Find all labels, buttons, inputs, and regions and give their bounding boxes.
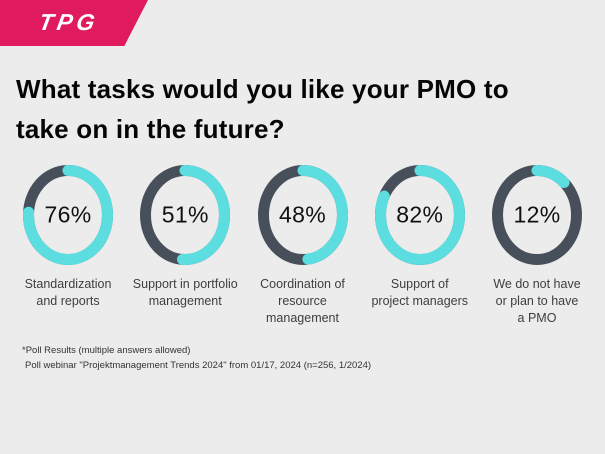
donut-ring-svg — [23, 165, 113, 265]
donut-ring: 76% — [20, 162, 116, 268]
donut-ring-svg — [257, 165, 348, 265]
footnote-line2: Poll webinar "Projektmanagement Trends 2… — [25, 359, 372, 371]
donut-value: 48% — [279, 201, 326, 228]
tpg-logo-text: TPG — [37, 8, 102, 35]
donut-ring: 82% — [372, 162, 468, 268]
donut-value: 12% — [513, 201, 561, 228]
donut-ring: 48% — [255, 162, 351, 268]
donut-value: 51% — [161, 201, 209, 228]
tpg-logo: TPG — [0, 0, 148, 46]
donut-col-no-pmo: 12% We do not have or plan to have a PMO — [481, 162, 593, 327]
footnote: *Poll Results (multiple answers allowed)… — [22, 344, 371, 373]
donut-ring-svg — [140, 165, 231, 265]
donut-col-resource: 48% Coordination of resource management — [247, 162, 359, 327]
donut-col-standardization: 76% Standardization and reports — [12, 162, 124, 327]
donut-chart-row: 76% Standardization and reports 51% Supp… — [0, 162, 605, 327]
donut-label: We do not have or plan to have a PMO — [493, 277, 581, 325]
donut-ring-svg — [374, 165, 465, 265]
donut-label: Standardization and reports — [24, 277, 112, 308]
donut-value: 76% — [44, 201, 92, 228]
donut-label: Support of project managers — [371, 277, 469, 308]
donut-ring: 12% — [489, 162, 585, 268]
donut-ring: 51% — [137, 162, 233, 268]
footnote-line1: *Poll Results (multiple answers allowed) — [22, 345, 191, 356]
donut-value: 82% — [396, 201, 444, 228]
donut-label: Support in portfolio management — [132, 277, 238, 308]
donut-ring-svg — [492, 165, 582, 265]
donut-col-portfolio: 51% Support in portfolio management — [129, 162, 241, 327]
donut-label: Coordination of resource management — [260, 277, 345, 325]
page-title: What tasks would you like your PMO to ta… — [16, 74, 509, 144]
donut-col-project-managers: 82% Support of project managers — [364, 162, 476, 327]
